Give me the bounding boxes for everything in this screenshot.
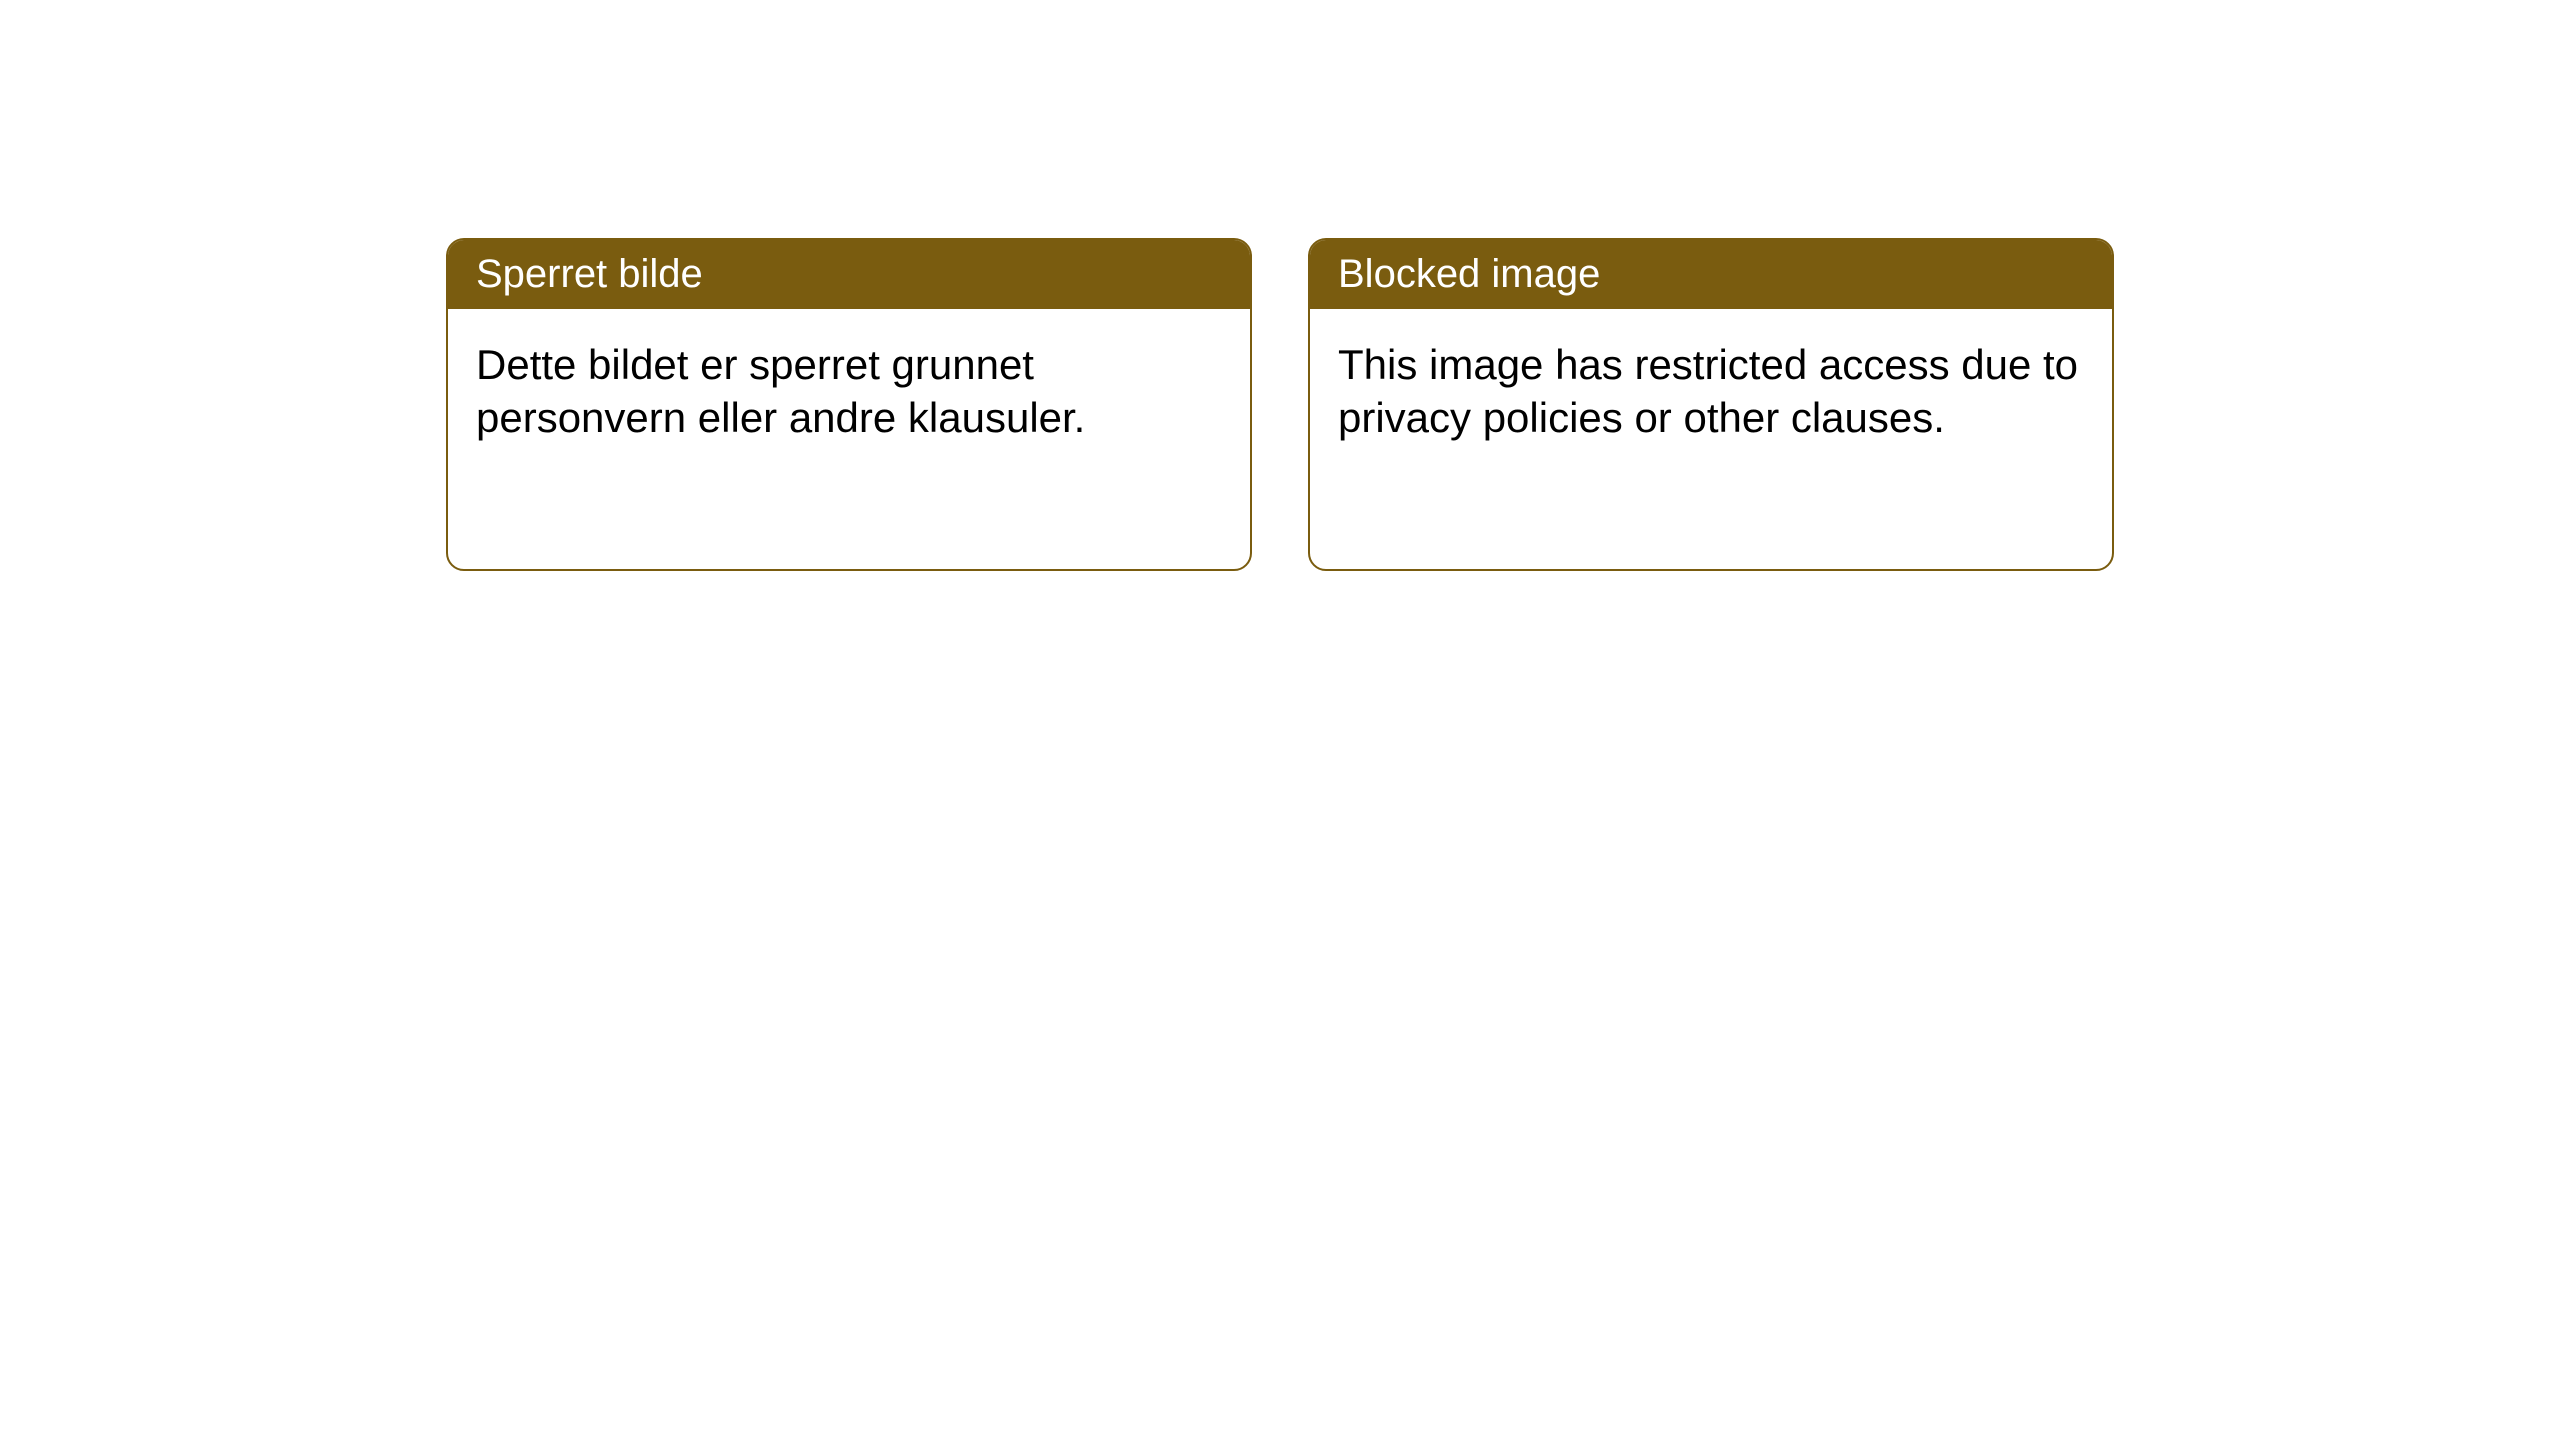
notice-body: This image has restricted access due to …	[1310, 309, 2112, 569]
notice-container: Sperret bilde Dette bildet er sperret gr…	[0, 0, 2560, 571]
notice-body: Dette bildet er sperret grunnet personve…	[448, 309, 1250, 569]
notice-card-norwegian: Sperret bilde Dette bildet er sperret gr…	[446, 238, 1252, 571]
notice-card-english: Blocked image This image has restricted …	[1308, 238, 2114, 571]
notice-title: Sperret bilde	[448, 240, 1250, 309]
notice-title: Blocked image	[1310, 240, 2112, 309]
